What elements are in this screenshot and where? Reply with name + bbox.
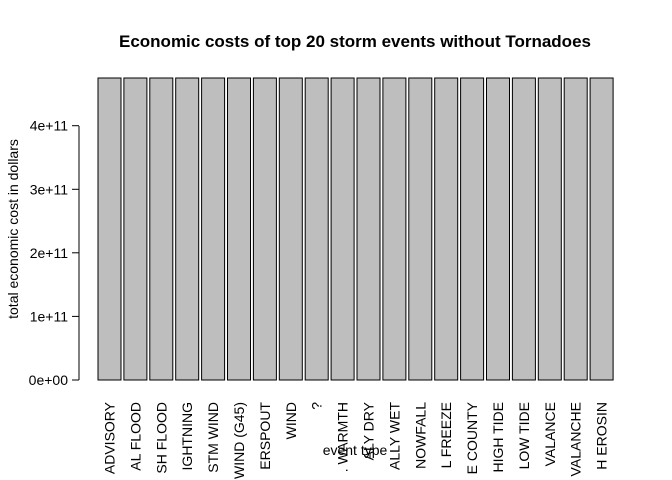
bar bbox=[408, 77, 433, 381]
y-tick-label: 0e+00 bbox=[29, 372, 69, 388]
bar bbox=[304, 77, 329, 381]
bar bbox=[589, 77, 614, 381]
x-tick-label: IGHTNING bbox=[179, 402, 195, 470]
x-tick-label: ERSPOUT bbox=[257, 402, 273, 470]
bar bbox=[175, 77, 200, 381]
bar bbox=[356, 77, 381, 381]
y-axis-label: total economic cost in dollars bbox=[5, 139, 21, 319]
x-tick-label: ADVISORY bbox=[102, 401, 118, 474]
bar bbox=[227, 77, 251, 381]
x-tick-label: STM WIND bbox=[205, 402, 221, 473]
x-tick-label: WIND bbox=[283, 402, 299, 439]
y-tick-label: 2e+11 bbox=[30, 245, 68, 261]
x-tick-label: NOWFALL bbox=[412, 402, 428, 469]
bar bbox=[149, 77, 174, 381]
x-tick-label: VALANCE bbox=[542, 402, 558, 466]
bar bbox=[434, 77, 459, 381]
x-tick-label: ALLY WET bbox=[386, 402, 402, 470]
x-axis-label: event type bbox=[323, 442, 388, 458]
bar bbox=[97, 77, 122, 381]
bar bbox=[278, 77, 303, 381]
x-tick-label: L FREEZE bbox=[438, 402, 454, 468]
x-tick-label: ? bbox=[309, 402, 325, 410]
x-tick-label: . WARMTH bbox=[335, 402, 351, 472]
x-axis-tick-labels: ADVISORY AL FLOOD SH FLOOD IGHTNING STM WIND… bbox=[102, 401, 610, 479]
x-tick-label: H EROSIN bbox=[594, 402, 610, 470]
x-tick-label: LOW TIDE bbox=[516, 402, 532, 469]
y-tick-label: 1e+11 bbox=[30, 308, 68, 324]
bars bbox=[97, 77, 614, 381]
x-tick-label: ALY DRY bbox=[361, 401, 377, 460]
bar bbox=[330, 77, 355, 381]
bar bbox=[563, 77, 588, 381]
y-axis-ticks: 0e+00 1e+11 2e+11 3e+11 4e+11 bbox=[29, 118, 79, 388]
bar bbox=[537, 77, 562, 381]
bar bbox=[123, 77, 148, 381]
x-tick-label: HIGH TIDE bbox=[490, 402, 506, 473]
bar bbox=[486, 77, 510, 381]
bar bbox=[201, 77, 226, 381]
x-tick-label: AL FLOOD bbox=[127, 402, 143, 471]
bar bbox=[252, 77, 277, 381]
bar bbox=[382, 77, 407, 381]
y-tick-label: 4e+11 bbox=[30, 118, 68, 134]
x-tick-label: WIND (G45) bbox=[231, 402, 247, 479]
x-tick-label: SH FLOOD bbox=[153, 402, 169, 474]
x-tick-label: VALANCHE bbox=[568, 402, 584, 476]
bar bbox=[460, 77, 485, 381]
y-tick-label: 3e+11 bbox=[30, 181, 68, 197]
chart-title: Economic costs of top 20 storm events wi… bbox=[119, 32, 591, 51]
x-tick-label: E COUNTY bbox=[464, 401, 480, 474]
bar bbox=[511, 77, 536, 381]
